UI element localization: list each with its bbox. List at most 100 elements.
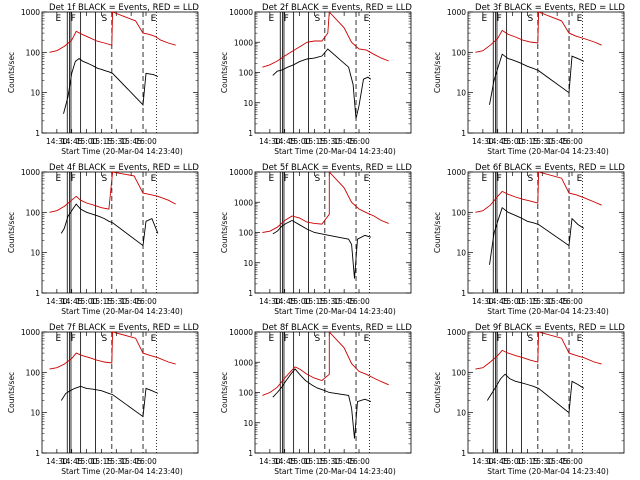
- series-events-line: [489, 53, 585, 105]
- panel-det-3: Det 3f BLACK = Events, RED = LLD 1 10 100 10…: [433, 3, 625, 156]
- flag-letter: E: [55, 174, 61, 184]
- series-events-line: [272, 219, 372, 279]
- flag-letter: E: [577, 14, 583, 24]
- x-axis-label: Start Time (20-Mar-04 14:23:40): [487, 307, 609, 316]
- x-axis-label: Start Time (20-Mar-04 14:23:40): [61, 467, 183, 476]
- y-tick-label: 10000: [229, 8, 253, 17]
- x-tick-label: 15:30: [318, 297, 340, 306]
- x-tick-label: 15:15: [517, 137, 539, 146]
- y-tick-label: 10: [456, 249, 466, 258]
- flag-letter: S: [102, 334, 108, 344]
- x-tick-label: 14:30: [472, 297, 494, 306]
- y-axis-label: Counts/sec: [7, 52, 16, 93]
- y-tick-label: 1: [35, 449, 40, 458]
- panel-det-5: Det 5f BLACK = Events, RED = LLD 1 10 100 10…: [220, 163, 412, 316]
- y-tick-label: 1: [35, 129, 40, 138]
- flag-letter: F: [71, 14, 76, 24]
- flag-letter: E: [151, 14, 157, 24]
- y-tick-label: 100: [26, 208, 41, 217]
- y-tick-label: 1000: [234, 358, 253, 367]
- plot-frame: [254, 331, 412, 454]
- flag-letter: F: [284, 174, 289, 184]
- panel-title: Det 6f BLACK = Events, RED = LLD: [475, 163, 625, 173]
- y-tick-label: 1: [461, 289, 466, 298]
- x-tick-label: 15:45: [120, 137, 142, 146]
- x-tick-label: 14:45: [487, 137, 509, 146]
- x-tick-label: 15:00: [76, 137, 98, 146]
- x-tick-label: 15:30: [318, 457, 340, 466]
- flag-letter: F: [284, 334, 289, 344]
- series-lld-line: [262, 330, 389, 396]
- y-tick-label: 1000: [21, 328, 40, 337]
- series-events-line: [489, 206, 585, 265]
- y-tick-label: 10: [30, 89, 40, 98]
- y-tick-label: 10: [243, 99, 253, 108]
- x-tick-label: 14:30: [46, 457, 68, 466]
- x-tick-label: 15:30: [318, 137, 340, 146]
- y-tick-label: 100: [452, 48, 467, 57]
- flag-letter: S: [102, 174, 108, 184]
- y-tick-label: 1: [248, 289, 253, 298]
- flag-letter: E: [481, 174, 487, 184]
- y-tick-label: 1000: [447, 8, 466, 17]
- flag-letter: E: [55, 334, 61, 344]
- panel-det-4: Det 4f BLACK = Events, RED = LLD 1 10 100 10…: [7, 163, 199, 316]
- x-tick-label: 14:45: [487, 297, 509, 306]
- x-tick-label: 15:00: [289, 457, 311, 466]
- y-tick-label: 100: [239, 69, 254, 78]
- x-tick-label: 15:45: [546, 137, 568, 146]
- series-events-line: [272, 368, 372, 439]
- flag-letter: E: [481, 14, 487, 24]
- x-tick-label: 15:45: [120, 297, 142, 306]
- x-tick-label: 15:45: [333, 297, 355, 306]
- x-tick-label: 15:15: [517, 297, 539, 306]
- x-tick-label: 16:00: [348, 297, 370, 306]
- y-axis-label: Counts/sec: [433, 52, 442, 93]
- flag-letter: F: [497, 14, 502, 24]
- plot-frame: [254, 11, 412, 134]
- x-tick-label: 15:00: [76, 457, 98, 466]
- x-tick-label: 14:30: [259, 297, 281, 306]
- flag-letter: E: [151, 334, 157, 344]
- plot-frame: [467, 331, 625, 454]
- y-tick-label: 1000: [447, 168, 466, 177]
- series-events-line: [486, 373, 585, 414]
- x-tick-label: 14:45: [274, 137, 296, 146]
- y-tick-label: 1000: [234, 198, 253, 207]
- x-tick-label: 16:00: [561, 297, 583, 306]
- panel-det-2: Det 2f BLACK = Events, RED = LLD 1 10 100 10…: [220, 3, 412, 156]
- series-lld-line: [475, 171, 602, 213]
- x-tick-label: 14:45: [274, 457, 296, 466]
- x-tick-label: 15:45: [546, 457, 568, 466]
- series-lld-line: [49, 11, 176, 53]
- y-axis-label: Counts/sec: [433, 372, 442, 413]
- flag-letter: E: [481, 334, 487, 344]
- panel-title: Det 1f BLACK = Events, RED = LLD: [49, 3, 199, 13]
- y-tick-label: 10: [30, 249, 40, 258]
- flag-letter: F: [497, 334, 502, 344]
- x-tick-label: 15:45: [120, 457, 142, 466]
- x-tick-label: 14:45: [61, 137, 83, 146]
- x-tick-label: 15:45: [333, 137, 355, 146]
- panel-det-9: Det 9f BLACK = Events, RED = LLD 1 10 100 10…: [433, 323, 625, 476]
- flag-letter: S: [528, 334, 534, 344]
- y-axis-label: Counts/sec: [433, 212, 442, 253]
- flag-letter: F: [497, 174, 502, 184]
- plot-frame: [467, 11, 625, 134]
- y-axis-label: Counts/sec: [7, 372, 16, 413]
- flag-letter: S: [315, 14, 321, 24]
- y-tick-label: 100: [26, 368, 41, 377]
- x-tick-label: 16:00: [561, 137, 583, 146]
- flag-letter: F: [71, 174, 76, 184]
- flag-letter: E: [55, 14, 61, 24]
- y-tick-label: 1: [461, 129, 466, 138]
- series-lld-line: [49, 331, 176, 370]
- x-tick-label: 15:30: [531, 297, 553, 306]
- flag-letter: F: [284, 14, 289, 24]
- flag-letter: S: [315, 174, 321, 184]
- panel-title: Det 5f BLACK = Events, RED = LLD: [262, 163, 412, 173]
- x-tick-label: 14:30: [46, 137, 68, 146]
- flag-letter: E: [268, 14, 274, 24]
- flag-letter: E: [364, 14, 370, 24]
